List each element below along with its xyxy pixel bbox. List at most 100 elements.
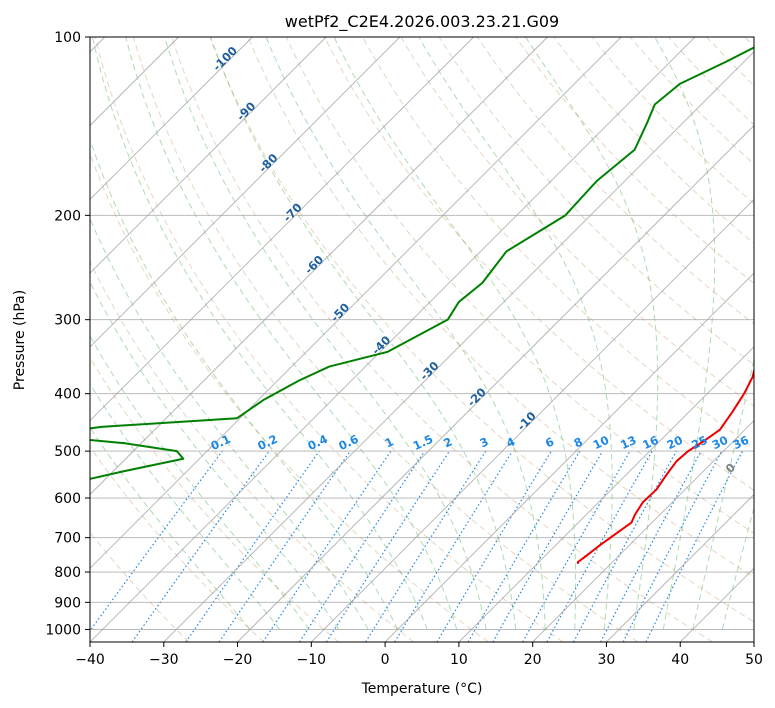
y-tick-label: 800 — [54, 565, 81, 581]
mixing-ratio-line — [394, 450, 513, 642]
mixing-ratio-label: 1.5 — [411, 432, 435, 453]
mixing-ratio-label: 30 — [710, 433, 730, 452]
isotherm-line — [458, 346, 754, 642]
dry-adiabat-line — [323, 37, 754, 491]
dry-adiabat-line — [362, 37, 754, 449]
mixing-ratio-label: 0.6 — [336, 432, 360, 453]
moist-adiabat-line — [692, 356, 754, 630]
moist-adiabat-line — [210, 37, 517, 630]
mixing-ratio-line — [218, 450, 351, 642]
mixing-ratio-line — [90, 450, 223, 632]
isotherm-line — [90, 37, 253, 200]
dry-adiabat-line — [667, 37, 754, 126]
isotherm-line — [237, 124, 754, 642]
mixing-ratio-label: 13 — [618, 433, 638, 452]
isotherm-label: -40 — [369, 333, 394, 358]
moist-adiabat-line — [90, 426, 251, 630]
dry-adiabat-line — [515, 37, 754, 285]
dewpoint-profile-line — [90, 46, 754, 480]
mixing-ratio-line — [436, 450, 552, 642]
moist-adiabat-line — [90, 280, 340, 630]
isotherm-line — [384, 272, 754, 642]
isotherm-line — [90, 37, 696, 642]
y-tick-label: 100 — [54, 30, 81, 46]
x-axis-label: Temperature (°C) — [361, 681, 483, 697]
moist-adiabat-line — [333, 37, 577, 630]
moist-adiabat-line — [90, 383, 281, 630]
x-tick-label: 20 — [524, 652, 542, 668]
dry-adiabat-line — [247, 37, 754, 578]
x-tick-label: −20 — [223, 652, 253, 668]
isotherm-line — [163, 51, 754, 642]
moist-adiabat-line — [125, 37, 458, 630]
x-tick-label: −30 — [149, 652, 179, 668]
dry-adiabat-line — [706, 37, 754, 87]
y-tick-label: 200 — [54, 208, 81, 224]
dry-adiabat-line — [90, 446, 265, 642]
mixing-ratio-line — [299, 450, 426, 642]
x-tick-label: 50 — [745, 652, 763, 668]
isotherm-label: -60 — [302, 252, 327, 277]
isotherm-line — [90, 37, 474, 422]
mixing-ratio-label: 8 — [572, 434, 585, 450]
moist-adiabat-line — [164, 37, 487, 630]
x-tick-label: −10 — [297, 652, 327, 668]
moist-adiabat-line — [721, 506, 754, 630]
plot-frame — [89, 36, 755, 643]
isotherm-label: -70 — [280, 200, 305, 225]
isotherm-line — [90, 37, 401, 348]
mixing-ratio-line — [522, 450, 631, 642]
chart-title: wetPf2_C2E4.2026.003.23.21.G09 — [285, 12, 559, 32]
mixing-ratio-label: 0.2 — [255, 432, 279, 453]
dry-adiabat-line — [629, 37, 754, 165]
dry-adiabat-line — [90, 531, 190, 642]
moist-adiabat-line — [90, 137, 399, 630]
moist-adiabat-line — [91, 37, 428, 630]
x-tick-label: 30 — [598, 652, 616, 668]
mixing-ratio-label: 3 — [477, 434, 490, 450]
x-tick-label: 0 — [381, 652, 390, 668]
mixing-ratio-line — [645, 450, 744, 642]
dry-adiabat-line — [285, 37, 754, 534]
moist-adiabat-line — [265, 37, 546, 630]
dry-adiabat-line — [209, 37, 754, 623]
x-tick-label: 40 — [671, 652, 689, 668]
mixing-ratio-label: 36 — [731, 433, 751, 452]
mixing-ratio-line — [600, 450, 702, 642]
mixing-ratio-label: 4 — [504, 434, 517, 450]
mixing-ratio-line — [365, 450, 487, 642]
mixing-ratio-line — [262, 450, 392, 642]
dry-adiabat-line — [744, 37, 754, 48]
isotherm-line — [311, 198, 754, 642]
isotherm-line — [679, 567, 754, 642]
isotherm-line — [532, 420, 754, 642]
dry-adiabat-line — [90, 356, 339, 642]
y-tick-label: 600 — [54, 491, 81, 507]
y-tick-label: 500 — [54, 444, 81, 460]
mixing-ratio-line — [131, 450, 270, 642]
mixing-ratio-line — [573, 450, 677, 642]
dry-adiabat-line — [94, 37, 564, 642]
mixing-ratio-line — [546, 450, 653, 642]
moist-adiabat-label: 10 — [754, 493, 775, 514]
moist-adiabat-line — [90, 335, 310, 630]
x-tick-label: −40 — [75, 652, 105, 668]
dry-adiabat-line — [171, 37, 713, 642]
mixing-ratio-line — [325, 450, 450, 642]
x-tick-label: 10 — [450, 652, 468, 668]
isotherm-line — [753, 641, 754, 642]
dry-adiabat-line — [476, 37, 754, 325]
y-tick-label: 900 — [54, 595, 81, 611]
y-tick-label: 400 — [54, 387, 81, 403]
isotherm-label: -10 — [514, 409, 539, 434]
y-tick-label: 1000 — [45, 622, 81, 638]
dry-adiabat-line — [438, 37, 754, 366]
y-tick-label: 700 — [54, 531, 81, 547]
moist-adiabat-line — [654, 37, 716, 630]
temperature-profile-line — [576, 366, 754, 565]
isotherm-line — [90, 37, 327, 274]
dry-adiabat-line — [90, 260, 414, 642]
mixing-ratio-label: 0.1 — [208, 432, 232, 453]
mixing-ratio-line — [185, 450, 320, 642]
